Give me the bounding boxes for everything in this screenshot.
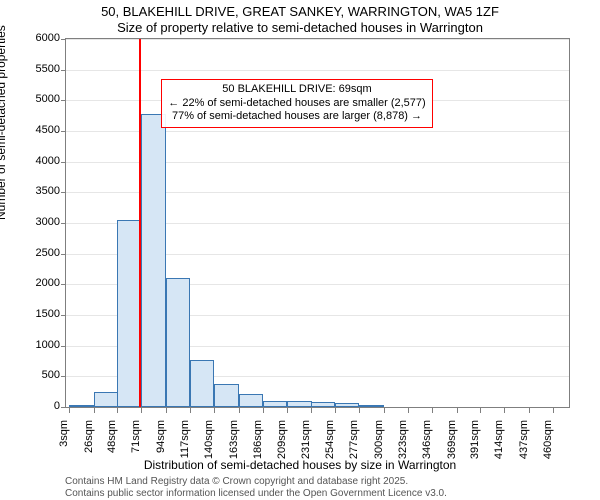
histogram-bar <box>117 220 141 407</box>
histogram-bar <box>166 278 190 407</box>
ytick-label: 3500 <box>5 185 60 197</box>
ytick-mark <box>61 100 66 101</box>
gridline <box>66 39 569 40</box>
ytick-label: 0 <box>5 400 60 412</box>
xtick-mark <box>432 408 433 413</box>
xtick-mark <box>480 408 481 413</box>
ytick-mark <box>61 376 66 377</box>
ytick-label: 6000 <box>5 32 60 44</box>
ytick-label: 1500 <box>5 308 60 320</box>
marker-line <box>139 39 141 407</box>
ytick-mark <box>61 346 66 347</box>
annotation-box: 50 BLAKEHILL DRIVE: 69sqm← 22% of semi-d… <box>161 79 432 128</box>
ytick-mark <box>61 284 66 285</box>
xtick-mark <box>69 408 70 413</box>
xtick-mark <box>504 408 505 413</box>
ytick-label: 2000 <box>5 277 60 289</box>
ytick-mark <box>61 407 66 408</box>
ytick-mark <box>61 223 66 224</box>
ytick-label: 5500 <box>5 63 60 75</box>
histogram-bar <box>214 384 238 407</box>
ytick-label: 1000 <box>5 339 60 351</box>
annotation-line: 77% of semi-detached houses are larger (… <box>168 110 425 124</box>
histogram-bar <box>69 405 93 407</box>
xtick-mark <box>263 408 264 413</box>
ytick-label: 500 <box>5 369 60 381</box>
xtick-mark <box>335 408 336 413</box>
ytick-label: 2500 <box>5 247 60 259</box>
ytick-label: 3000 <box>5 216 60 228</box>
xtick-mark <box>457 408 458 413</box>
xtick-mark <box>214 408 215 413</box>
ytick-label: 4000 <box>5 155 60 167</box>
histogram-bar <box>359 405 383 407</box>
chart-title-line1: 50, BLAKEHILL DRIVE, GREAT SANKEY, WARRI… <box>0 4 600 19</box>
xtick-mark <box>359 408 360 413</box>
ytick-mark <box>61 39 66 40</box>
plot-area: 50 BLAKEHILL DRIVE: 69sqm← 22% of semi-d… <box>65 38 570 408</box>
ytick-mark <box>61 131 66 132</box>
histogram-bar <box>141 114 165 407</box>
xtick-mark <box>141 408 142 413</box>
xtick-mark <box>287 408 288 413</box>
histogram-bar <box>94 392 118 407</box>
gridline <box>66 70 569 71</box>
xtick-mark <box>384 408 385 413</box>
ytick-mark <box>61 70 66 71</box>
ytick-mark <box>61 315 66 316</box>
histogram-bar <box>287 401 311 407</box>
ytick-mark <box>61 254 66 255</box>
histogram-bar <box>190 360 214 407</box>
xtick-mark <box>94 408 95 413</box>
footer-line2: Contains public sector information licen… <box>65 488 447 499</box>
ytick-label: 4500 <box>5 124 60 136</box>
footer-line1: Contains HM Land Registry data © Crown c… <box>65 476 408 487</box>
ytick-mark <box>61 162 66 163</box>
xtick-mark <box>408 408 409 413</box>
annotation-line: 50 BLAKEHILL DRIVE: 69sqm <box>168 83 425 97</box>
xtick-mark <box>239 408 240 413</box>
annotation-line: ← 22% of semi-detached houses are smalle… <box>168 97 425 111</box>
xtick-mark <box>553 408 554 413</box>
x-axis-label: Distribution of semi-detached houses by … <box>0 458 600 472</box>
histogram-bar <box>335 403 359 407</box>
histogram-bar <box>263 401 287 407</box>
xtick-mark <box>166 408 167 413</box>
xtick-mark <box>311 408 312 413</box>
xtick-mark <box>190 408 191 413</box>
ytick-mark <box>61 192 66 193</box>
histogram-bar <box>239 394 263 407</box>
ytick-label: 5000 <box>5 93 60 105</box>
chart-title-line2: Size of property relative to semi-detach… <box>0 20 600 35</box>
histogram-bar <box>311 402 335 407</box>
xtick-mark <box>529 408 530 413</box>
xtick-mark <box>117 408 118 413</box>
